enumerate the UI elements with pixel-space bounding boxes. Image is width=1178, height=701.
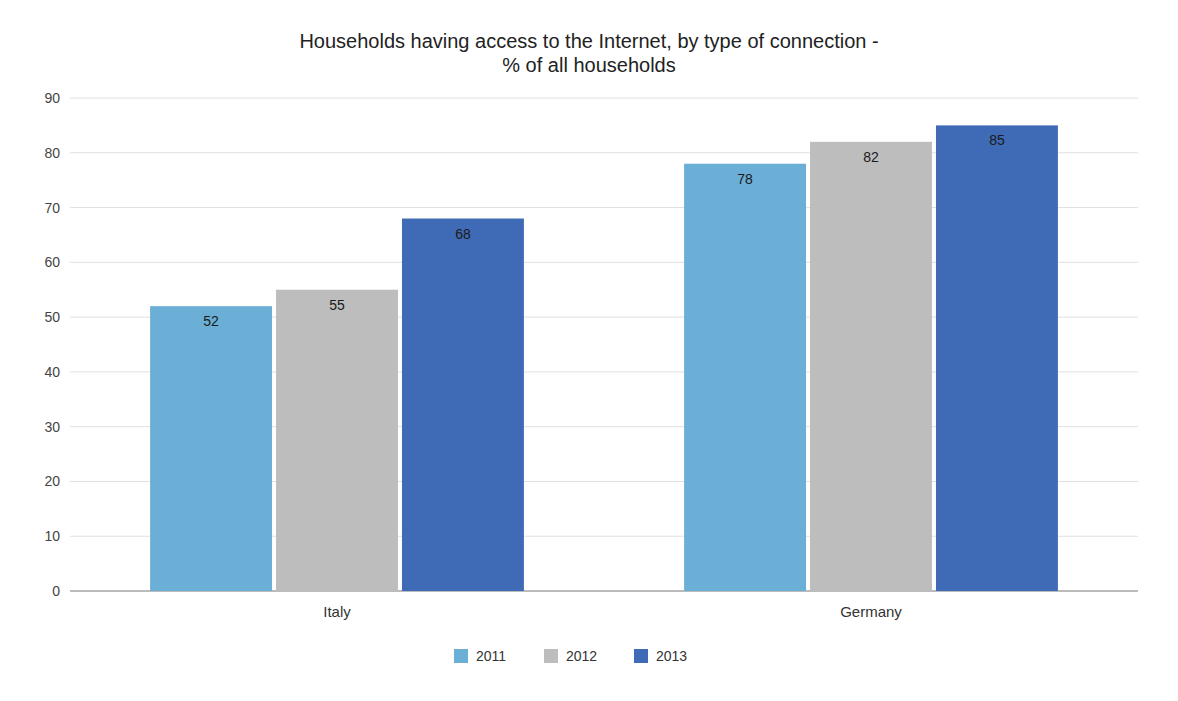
legend-label: 2011 — [476, 648, 506, 664]
data-label: 55 — [329, 297, 345, 313]
bar — [402, 219, 524, 591]
bar — [936, 125, 1058, 591]
grid-line — [70, 98, 1138, 99]
legend: 2011 2012 2013 — [454, 648, 687, 664]
x-tick-label: Germany — [840, 603, 902, 620]
chart: Households having access to the Internet… — [0, 0, 1178, 701]
x-tick-label: Italy — [323, 603, 351, 620]
data-labels: 52 78 55 82 68 85 — [203, 132, 1005, 329]
data-label: 85 — [989, 132, 1005, 148]
bars — [150, 125, 1058, 591]
legend-swatch — [544, 649, 558, 663]
y-tick-label: 90 — [44, 90, 60, 106]
bar — [150, 306, 272, 591]
y-tick-label: 10 — [44, 528, 60, 544]
bar — [810, 142, 932, 591]
legend-swatch — [454, 649, 468, 663]
y-tick-label: 70 — [44, 200, 60, 216]
legend-swatch — [634, 649, 648, 663]
y-tick-label: 60 — [44, 254, 60, 270]
y-tick-label: 40 — [44, 364, 60, 380]
data-label: 68 — [455, 226, 471, 242]
title: Households having access to the Internet… — [299, 30, 878, 76]
data-label: 82 — [863, 149, 879, 165]
bar — [684, 164, 806, 591]
y-tick-label: 0 — [52, 583, 60, 599]
y-tick-label: 50 — [44, 309, 60, 325]
legend-label: 2013 — [656, 648, 687, 664]
data-label: 52 — [203, 313, 219, 329]
chart-container: Households having access to the Internet… — [0, 0, 1178, 701]
grid — [70, 98, 1138, 591]
legend-label: 2012 — [566, 648, 597, 664]
y-tick-label: 30 — [44, 419, 60, 435]
bar — [276, 290, 398, 591]
data-label: 78 — [737, 171, 753, 187]
y-tick-label: 20 — [44, 473, 60, 489]
y-tick-label: 80 — [44, 145, 60, 161]
